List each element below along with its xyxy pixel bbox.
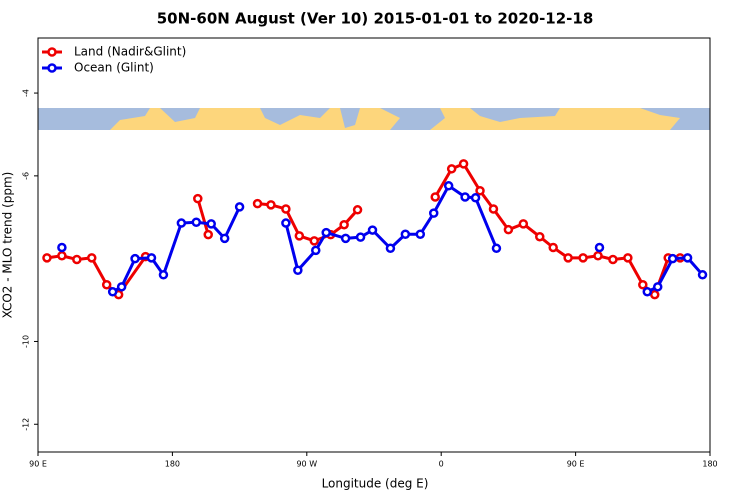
data-point [638,279,648,290]
data-point [697,270,708,280]
data-point [430,192,440,202]
plot-frame [37,37,711,453]
chart-title: 50N-60N August (Ver 10) 2015-01-01 to 20… [157,10,594,28]
data-point [234,202,245,212]
data-point [535,231,545,242]
x-tick-label: 90 E [29,460,47,469]
data-point [518,219,529,229]
data-point [352,205,363,215]
data-point [87,253,97,263]
data-point [491,243,502,254]
map-strip [38,108,710,130]
data-point [385,243,396,254]
legend-marker [47,63,57,73]
y-tick-label: -6 [22,172,31,180]
data-point [578,253,588,263]
data-point [649,289,660,300]
legend-marker [47,47,57,57]
data-point [193,193,203,204]
legend-label: Ocean (Glint) [74,61,154,75]
data-point [428,208,439,218]
data-point [475,186,485,196]
data-point [593,251,603,261]
data-point [203,229,213,240]
data-point [339,219,349,230]
data-point [682,253,693,263]
data-point [400,229,411,239]
x-tick-label: 0 [439,460,444,469]
data-point [146,253,157,263]
data-point [101,279,112,290]
data-point [266,200,276,210]
data-point [252,198,263,209]
data-point [311,245,321,256]
data-point [623,253,633,263]
data-point [57,242,67,253]
data-point [219,233,230,244]
data-point [116,282,127,292]
data-point [503,224,514,235]
data-point [667,253,678,264]
y-tick-label: -12 [22,418,31,431]
data-point [294,231,305,241]
x-tick-label: 90 E [567,460,585,469]
data-point [415,229,426,239]
data-point [309,236,320,246]
data-point [191,217,202,227]
data-point [281,218,291,228]
data-point [206,219,216,229]
data-point [652,282,663,292]
data-point [470,193,481,203]
data-point [488,204,499,214]
data-point [72,254,82,265]
y-tick-label: -4 [22,89,31,97]
data-point [57,251,67,261]
data-point [548,242,558,253]
data-point [158,270,169,280]
y-tick-label: -10 [22,335,31,348]
data-point [563,253,573,263]
data-point [42,253,52,263]
legend-label: Land (Nadir&Glint) [74,45,186,59]
data-point [293,265,303,276]
data-point [642,287,653,297]
x-tick-label: 90 W [296,460,317,469]
x-tick-label: 180 [165,460,180,469]
data-point [130,253,140,264]
data-point [367,225,378,235]
data-point [594,242,605,253]
data-point [321,227,331,238]
x-axis-label: Longitude (deg E) [322,477,429,491]
data-point [281,204,291,214]
data-point [460,192,470,202]
data-point [340,233,351,244]
y-axis-label: XCO2 - MLO trend (ppm) [1,172,15,319]
data-point [107,287,118,297]
data-point [458,159,469,169]
data-point [608,254,618,265]
data-point [446,164,457,174]
data-point [355,232,366,242]
series-line [46,161,681,298]
data-point [443,181,454,191]
data-point [176,218,187,228]
x-tick-label: 180 [702,460,717,469]
